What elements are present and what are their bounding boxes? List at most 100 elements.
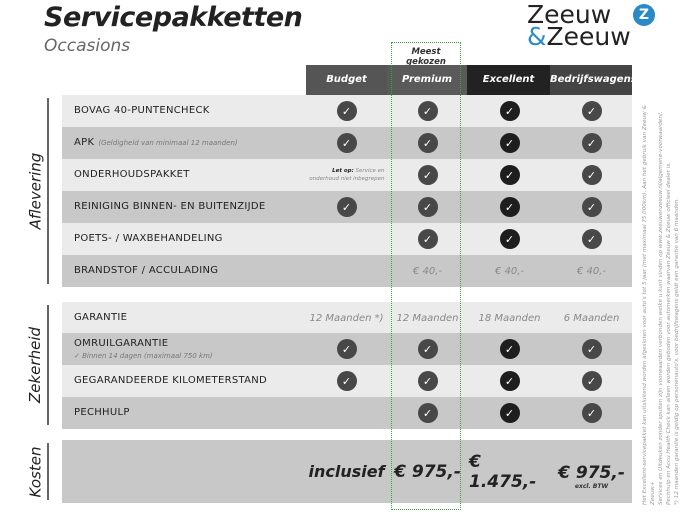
table-row: ONDERHOUDSPAKKET Let op: Service en onder… — [62, 159, 632, 191]
cell-premium: ✓ — [387, 191, 468, 223]
page-title: Servicepakketten — [44, 2, 303, 33]
check-icon: ✓ — [336, 133, 357, 153]
most-chosen-badge: Meest gekozen — [406, 47, 446, 67]
cell-budget: ✓ — [306, 191, 387, 223]
table-row: POETS- / WAXBEHANDELING ✓ ✓ ✓ — [62, 223, 632, 255]
cell-budget: Let op: Service en onderhoud niet inbegr… — [306, 159, 387, 191]
table-row: REINIGING BINNEN- EN BUITENZIJDE ✓ ✓ ✓ ✓ — [62, 191, 632, 223]
check-icon: ✓ — [417, 165, 438, 185]
check-icon: ✓ — [417, 371, 438, 391]
row-label: BRANDSTOF / ACCULADING — [74, 265, 219, 276]
check-icon: ✓ — [417, 133, 438, 153]
row-label: GEGARANDEERDE KILOMETERSTAND — [74, 375, 268, 386]
check-icon: ✓ — [336, 197, 357, 217]
check-icon: ✓ — [417, 339, 438, 359]
footnote: Het Excellent-servicepakket kan uitsluit… — [642, 105, 680, 505]
column-header-bedrijfswagens: Bedrijfswagens — [550, 65, 637, 95]
cell-bedrijfswagens: ✓ — [551, 95, 632, 127]
price-excellent: € 1.475,- — [469, 451, 537, 492]
row-label: OMRUILGARANTIE — [74, 338, 169, 349]
section-divider — [47, 443, 49, 500]
check-icon: ✓ — [499, 229, 520, 249]
row-label: PECHHULP — [74, 407, 130, 418]
check-icon: ✓ — [499, 197, 520, 217]
check-icon: ✓ — [581, 339, 602, 359]
cell-bedrijfswagens: ✓ — [551, 397, 632, 429]
section-label-kosten: Kosten — [26, 446, 45, 497]
cell-bedrijfswagens: € 40,- — [576, 265, 607, 277]
logo-line2: Zeeuw — [546, 22, 631, 51]
cell-budget: ✓ — [306, 365, 387, 397]
check-icon: ✓ — [581, 165, 602, 185]
page-subtitle: Occasions — [44, 36, 131, 56]
cell-bedrijfswagens: ✓ — [551, 159, 632, 191]
check-icon: ✓ — [417, 403, 438, 423]
cell-excellent: ✓ — [469, 191, 550, 223]
cell-premium: 12 Maanden — [396, 312, 459, 324]
cell-premium: ✓ — [387, 365, 468, 397]
cell-budget: ✓ — [306, 127, 387, 159]
table-row: GARANTIE 12 Maanden *) 12 Maanden 18 Maande… — [62, 302, 632, 334]
cell-excellent: € 40,- — [494, 265, 525, 277]
cell-excellent: ✓ — [469, 95, 550, 127]
cell-bedrijfswagens: ✓ — [551, 191, 632, 223]
section-divider — [47, 305, 49, 425]
check-icon: ✓ — [581, 229, 602, 249]
check-icon: ✓ — [581, 403, 602, 423]
table-row: APK (Geldigheid van minimaal 12 maanden) ✓… — [62, 127, 632, 159]
cell-excellent: ✓ — [469, 159, 550, 191]
check-icon: ✓ — [417, 229, 438, 249]
price-budget: inclusief — [308, 462, 385, 481]
section-label-zekerheid: Zekerheid — [26, 326, 45, 404]
cell-premium: € 40,- — [412, 265, 443, 277]
price-premium: € 975,- — [394, 461, 461, 482]
check-icon: ✓ — [336, 101, 357, 121]
check-icon: ✓ — [499, 165, 520, 185]
cell-excellent: ✓ — [469, 333, 550, 365]
row-label: POETS- / WAXBEHANDELING — [74, 233, 223, 244]
logo: Zeeuw &Zeeuw Z — [527, 2, 655, 51]
row-label: REINIGING BINNEN- EN BUITENZIJDE — [74, 201, 266, 212]
table-row: BOVAG 40-PUNTENCHECK ✓ ✓ ✓ ✓ — [62, 95, 632, 127]
row-subnote: ✓ Binnen 14 dagen (maximaal 750 km) — [74, 352, 213, 360]
row-label: ONDERHOUDSPAKKET — [74, 169, 190, 180]
cell-excellent: ✓ — [469, 127, 550, 159]
cell-premium: ✓ — [387, 95, 468, 127]
cell-budget: ✓ — [306, 333, 387, 365]
excl-vat-note: excl. BTW — [574, 483, 609, 490]
check-icon: ✓ — [336, 339, 357, 359]
note-text: Let op: Service en onderhoud niet inbegr… — [309, 168, 385, 182]
cell-budget — [306, 397, 387, 429]
cell-excellent: ✓ — [469, 365, 550, 397]
column-header-excellent: Excellent — [467, 65, 550, 95]
check-icon: ✓ — [499, 101, 520, 121]
costs-row: inclusief € 975,- € 1.475,- € 975,- excl.… — [62, 440, 632, 503]
cell-excellent: 18 Maanden — [478, 312, 541, 324]
column-header-premium: Premium — [387, 65, 467, 95]
check-icon: ✓ — [581, 133, 602, 153]
check-icon: ✓ — [581, 101, 602, 121]
cell-excellent: ✓ — [469, 223, 550, 255]
check-icon: ✓ — [499, 133, 520, 153]
cell-premium: ✓ — [387, 333, 468, 365]
check-icon: ✓ — [499, 371, 520, 391]
cell-premium: ✓ — [387, 397, 468, 429]
check-icon: ✓ — [499, 339, 520, 359]
section-divider — [47, 98, 49, 284]
row-label: APK (Geldigheid van minimaal 12 maanden) — [74, 137, 238, 148]
price-bedrijfswagens: € 975,- excl. BTW — [558, 463, 625, 490]
cell-budget — [306, 223, 387, 255]
section-label-aflevering: Aflevering — [26, 152, 44, 230]
cell-bedrijfswagens: ✓ — [551, 365, 632, 397]
cell-bedrijfswagens: 6 Maanden — [563, 312, 620, 324]
cell-premium: ✓ — [387, 159, 468, 191]
cell-bedrijfswagens: ✓ — [551, 223, 632, 255]
cell-excellent: ✓ — [469, 397, 550, 429]
cell-budget — [306, 255, 387, 287]
cell-premium: ✓ — [387, 223, 468, 255]
logo-mark-icon: Z — [633, 4, 655, 26]
row-note: (Geldigheid van minimaal 12 maanden) — [98, 139, 238, 147]
cell-bedrijfswagens: ✓ — [551, 333, 632, 365]
row-label: BOVAG 40-PUNTENCHECK — [74, 105, 210, 116]
check-icon: ✓ — [499, 403, 520, 423]
